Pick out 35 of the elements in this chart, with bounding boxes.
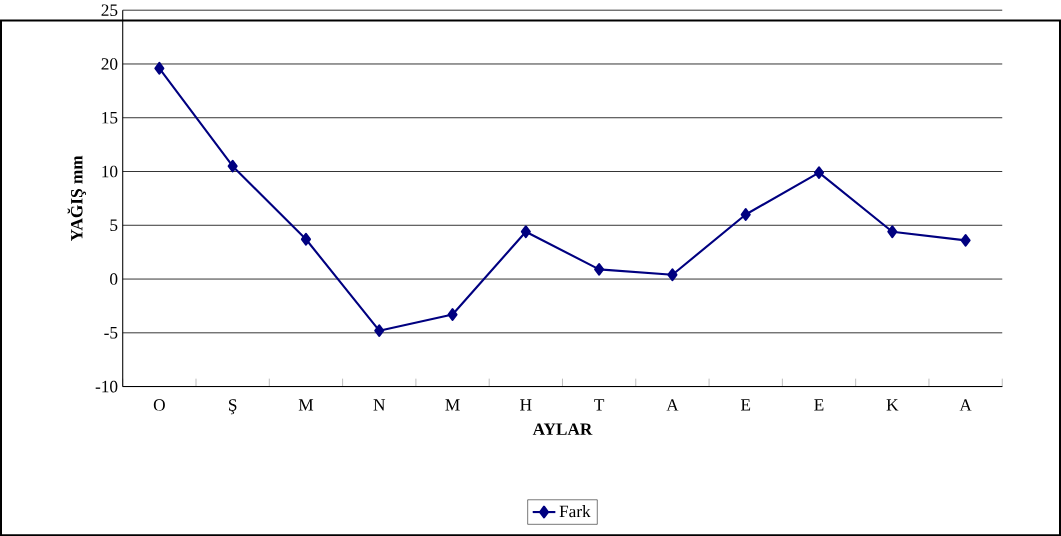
y-tick-label: -5 [104, 327, 118, 339]
y-tick-label: 10 [102, 165, 118, 178]
point [447, 308, 458, 321]
point [154, 61, 165, 75]
point [227, 159, 238, 173]
point [887, 225, 898, 239]
point [813, 166, 825, 179]
x-tick-label: M [298, 399, 314, 411]
y-tick-label: 25 [101, 4, 118, 16]
y-tick-label: -10 [95, 380, 118, 393]
point [740, 208, 751, 221]
x-tick-label: Ş [229, 399, 237, 415]
x-tick-label: N [373, 399, 386, 411]
y-tick-label: 0 [110, 273, 118, 285]
x-tick-label: T [594, 399, 605, 411]
x-tick-label: H [520, 399, 532, 411]
x-tick-label: M [445, 399, 460, 411]
legend-label: Fark [559, 505, 591, 518]
y-tick-label: 20 [101, 58, 118, 70]
y-tick-label: 15 [102, 111, 118, 124]
x-tick-label: O [153, 399, 165, 411]
x-tick-label: K [886, 399, 899, 411]
point [960, 233, 971, 247]
x-tick-label: A [666, 399, 679, 411]
y-axis-title: YAĞIŞ mm [67, 155, 86, 242]
x-tick-label: E [814, 399, 824, 411]
point [374, 324, 385, 337]
y-tick-label: 5 [110, 219, 118, 231]
x-tick-label: E [740, 399, 751, 411]
x-tick-label: A [959, 399, 972, 411]
point [594, 262, 605, 276]
point [300, 232, 311, 246]
x-axis-title: AYLAR [532, 423, 593, 435]
point [667, 268, 678, 282]
point [520, 225, 531, 239]
